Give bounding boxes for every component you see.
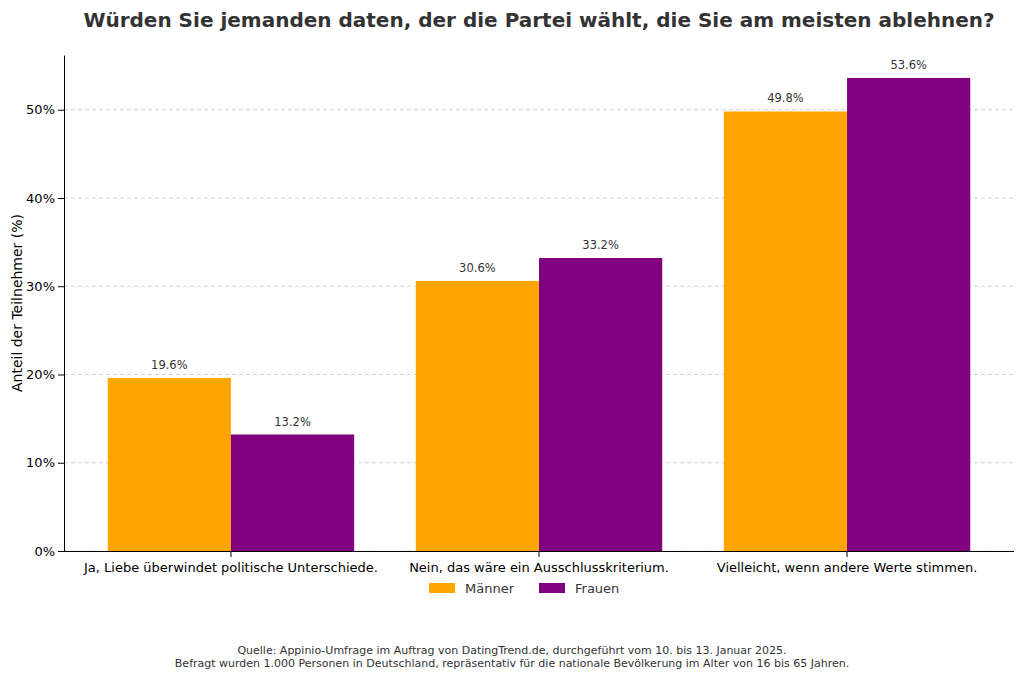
x-tick: Vielleicht, wenn andere Werte stimmen.: [717, 551, 978, 575]
y-tick-label: 30%: [26, 279, 55, 294]
x-axis: Ja, Liebe überwindet politische Untersch…: [64, 551, 1014, 575]
y-tick-label: 10%: [26, 455, 55, 470]
data-label: 13.2%: [274, 415, 311, 429]
bars: [108, 78, 971, 551]
bar: [108, 378, 231, 551]
bar: [416, 281, 539, 551]
y-tick: 50%: [26, 102, 64, 117]
y-tick-mark: [58, 551, 64, 552]
legend-swatch: [429, 583, 455, 593]
y-tick-label: 50%: [26, 102, 55, 117]
bar: [724, 111, 847, 551]
legend: Männer Frauen: [429, 581, 619, 596]
y-tick-mark: [58, 374, 64, 375]
y-tick: 0%: [34, 544, 64, 559]
y-tick-mark: [58, 463, 64, 464]
data-labels: 19.6% 30.6% 49.8% 13.2% 33.2% 53.6%: [151, 58, 927, 429]
annotations: Quelle: Appinio-Umfrage im Auftrag von D…: [175, 644, 849, 670]
x-tick-mark: [539, 551, 540, 557]
x-tick: Nein, das wäre ein Ausschlusskriterium.: [409, 551, 669, 575]
y-tick: 40%: [26, 191, 64, 206]
y-tick: 10%: [26, 455, 64, 470]
y-axis-title: Anteil der Teilnehmer (%): [9, 214, 25, 392]
x-tick: Ja, Liebe überwindet politische Untersch…: [83, 551, 378, 575]
legend-swatch: [539, 583, 565, 593]
title: Würden Sie jemanden daten, der die Parte…: [83, 8, 994, 32]
legend-label: Männer: [465, 581, 515, 596]
y-tick-mark: [58, 198, 64, 199]
y-axis: 0% 10% 20% 30% 40% 50%: [26, 56, 64, 559]
legend-label: Frauen: [575, 581, 619, 596]
x-tick-mark: [230, 551, 231, 557]
x-tick-mark: [847, 551, 848, 557]
data-label: 33.2%: [582, 238, 619, 252]
x-tick-label: Vielleicht, wenn andere Werte stimmen.: [717, 560, 978, 575]
source-note: Befragt wurden 1.000 Personen in Deutsch…: [175, 657, 849, 670]
y-tick-label: 0%: [34, 544, 55, 559]
bar: [539, 258, 662, 551]
source-note: Quelle: Appinio-Umfrage im Auftrag von D…: [237, 644, 786, 657]
bar: [231, 435, 354, 551]
background: [0, 0, 1024, 679]
x-tick-label: Nein, das wäre ein Ausschlusskriterium.: [409, 560, 669, 575]
data-label: 53.6%: [890, 58, 927, 72]
y-tick-label: 40%: [26, 191, 55, 206]
bar: [847, 78, 970, 551]
y-tick-label: 20%: [26, 367, 55, 382]
data-label: 49.8%: [767, 91, 804, 105]
y-tick: 30%: [26, 279, 64, 294]
y-tick: 20%: [26, 367, 64, 382]
y-axis-line: [64, 56, 65, 552]
data-label: 30.6%: [459, 261, 496, 275]
y-tick-mark: [58, 286, 64, 287]
data-label: 19.6%: [151, 358, 188, 372]
x-tick-label: Ja, Liebe überwindet politische Untersch…: [83, 560, 378, 575]
y-tick-mark: [58, 110, 64, 111]
